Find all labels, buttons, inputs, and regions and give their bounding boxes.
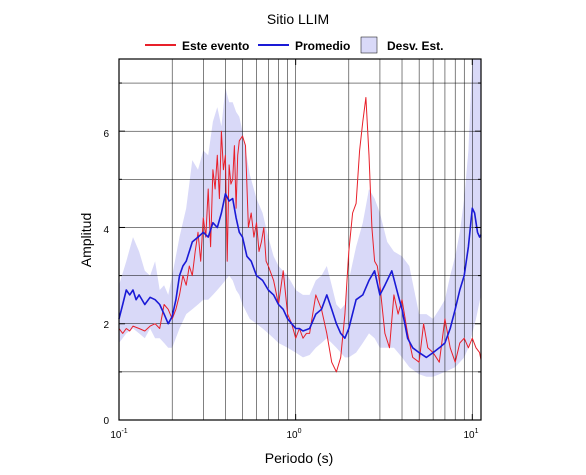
chart-title: Sitio LLIM: [267, 11, 329, 27]
legend-label-desv-est: Desv. Est.: [387, 39, 443, 53]
x-axis-label: Periodo (s): [265, 450, 333, 466]
series-line-este-evento: [118, 97, 482, 373]
axis-ticks: [118, 59, 481, 421]
x-tick-base: 10: [463, 430, 475, 441]
x-tick-label: 101: [463, 428, 478, 441]
series-lines: [118, 97, 482, 373]
x-tick-base: 10: [286, 430, 298, 441]
x-tick-exponent: 0: [298, 428, 302, 435]
y-tick-label: 0: [103, 416, 109, 427]
legend-label-promedio: Promedio: [295, 39, 350, 53]
series-line-promedio: [118, 193, 482, 359]
legend: Este evento Promedio Desv. Est.: [145, 36, 443, 54]
y-tick-label: 2: [103, 320, 109, 331]
y-tick-labels: 0 2 4 6: [103, 129, 109, 427]
y-tick-label: 6: [103, 129, 109, 140]
std-dev-band-layer: [119, 59, 481, 377]
x-tick-exponent: 1: [475, 428, 479, 435]
y-tick-label: 4: [103, 225, 109, 236]
x-tick-label: 100: [286, 428, 301, 441]
std-dev-band: [119, 59, 481, 377]
x-tick-labels: 10-1 100 101: [110, 428, 478, 441]
plot-frame: [118, 58, 482, 421]
x-tick-label: 10-1: [110, 428, 127, 441]
legend-swatch-desv-est: [360, 36, 378, 54]
x-tick-exponent: -1: [121, 428, 127, 435]
legend-label-este-evento: Este evento: [182, 39, 249, 53]
y-axis-label: Amplitud: [78, 213, 94, 267]
x-tick-base: 10: [110, 430, 122, 441]
